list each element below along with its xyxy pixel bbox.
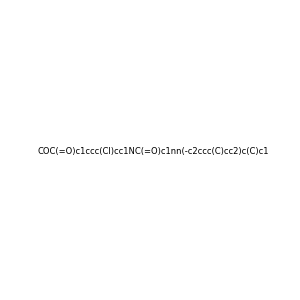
Text: COC(=O)c1ccc(Cl)cc1NC(=O)c1nn(-c2ccc(C)cc2)c(C)c1: COC(=O)c1ccc(Cl)cc1NC(=O)c1nn(-c2ccc(C)c… bbox=[38, 147, 269, 156]
